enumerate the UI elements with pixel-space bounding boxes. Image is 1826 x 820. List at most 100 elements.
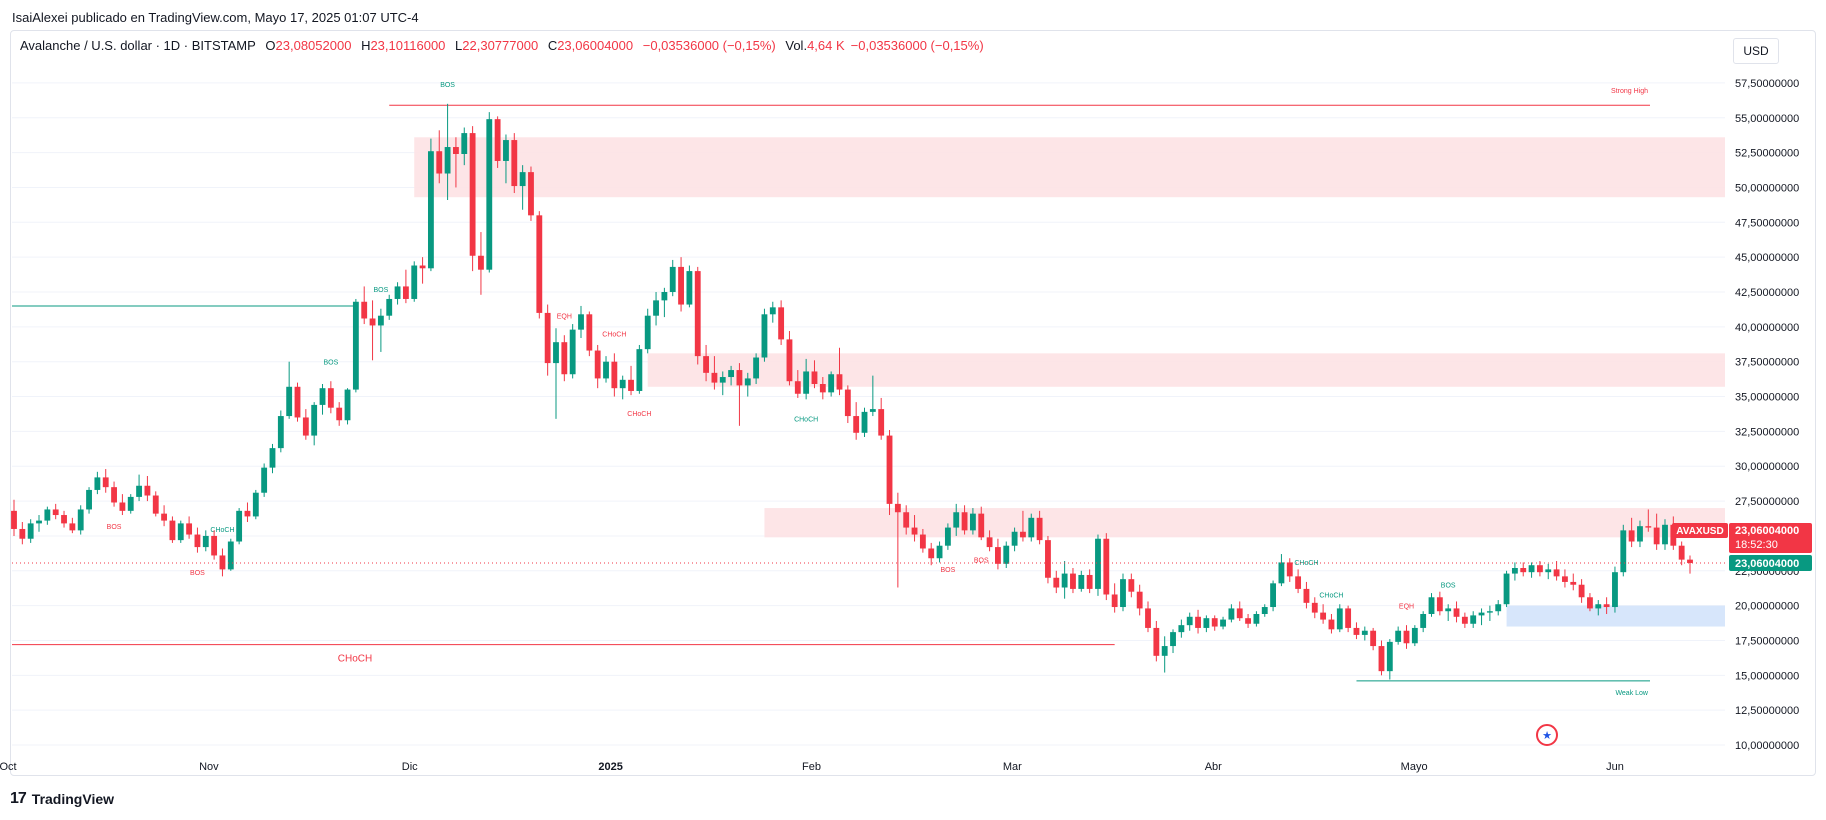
- candle-body[interactable]: [1220, 619, 1226, 627]
- candle-body[interactable]: [1128, 579, 1135, 592]
- candle-body[interactable]: [194, 534, 201, 548]
- candle-body[interactable]: [19, 528, 26, 539]
- candle-body[interactable]: [586, 314, 593, 351]
- candle-body[interactable]: [686, 271, 693, 305]
- tradingview-logo[interactable]: 17 TradingView: [10, 790, 114, 808]
- candle-body[interactable]: [1011, 531, 1018, 546]
- candle-body[interactable]: [236, 510, 243, 542]
- candle-body[interactable]: [769, 307, 776, 315]
- candle-body[interactable]: [653, 300, 659, 316]
- candle-body[interactable]: [678, 266, 684, 305]
- candle-body[interactable]: [269, 448, 276, 468]
- candle-body[interactable]: [1195, 616, 1201, 628]
- candle-body[interactable]: [27, 523, 34, 539]
- candle-body[interactable]: [995, 547, 1001, 564]
- candle-body[interactable]: [569, 329, 576, 375]
- candle-body[interactable]: [1445, 608, 1452, 612]
- candle-body[interactable]: [1278, 562, 1285, 584]
- candle-body[interactable]: [894, 503, 901, 513]
- candle-body[interactable]: [1386, 641, 1393, 672]
- candle-body[interactable]: [1545, 569, 1552, 573]
- candle-body[interactable]: [386, 298, 393, 316]
- candle-body[interactable]: [1562, 576, 1568, 582]
- candle-body[interactable]: [1270, 583, 1277, 608]
- candle-body[interactable]: [169, 520, 176, 541]
- candle-body[interactable]: [1203, 618, 1210, 628]
- candle-body[interactable]: [544, 312, 551, 364]
- candle-body[interactable]: [869, 409, 876, 412]
- candle-body[interactable]: [1570, 581, 1577, 585]
- candle-body[interactable]: [1403, 630, 1410, 644]
- candle-body[interactable]: [286, 386, 293, 417]
- candle-body[interactable]: [494, 119, 501, 161]
- candle-body[interactable]: [478, 255, 484, 270]
- candle-body[interactable]: [594, 350, 601, 379]
- candle-body[interactable]: [1070, 573, 1076, 589]
- candle-body[interactable]: [944, 527, 951, 546]
- candle-body[interactable]: [1228, 608, 1235, 620]
- candle-body[interactable]: [461, 133, 468, 154]
- candle-body[interactable]: [1436, 597, 1443, 612]
- candle-body[interactable]: [711, 372, 718, 383]
- candle-body[interactable]: [1120, 579, 1126, 608]
- candle-body[interactable]: [836, 374, 843, 390]
- candle-body[interactable]: [661, 292, 668, 301]
- candle-body[interactable]: [1345, 608, 1352, 628]
- candle-body[interactable]: [528, 172, 534, 216]
- candle-body[interactable]: [1211, 618, 1218, 627]
- candle-body[interactable]: [619, 379, 626, 389]
- candle-body[interactable]: [828, 374, 835, 393]
- candle-body[interactable]: [1653, 527, 1660, 545]
- candle-body[interactable]: [519, 172, 526, 187]
- candle-body[interactable]: [86, 489, 92, 510]
- candle-body[interactable]: [953, 512, 960, 528]
- candle-body[interactable]: [1045, 540, 1051, 578]
- candle-body[interactable]: [1145, 608, 1151, 628]
- candle-body[interactable]: [844, 389, 851, 417]
- candle-body[interactable]: [294, 386, 301, 418]
- candle-body[interactable]: [161, 513, 168, 521]
- candle-body[interactable]: [1186, 616, 1193, 626]
- currency-button[interactable]: USD: [1733, 38, 1779, 64]
- candle-body[interactable]: [1470, 615, 1477, 624]
- candle-body[interactable]: [744, 378, 751, 386]
- candle-body[interactable]: [1595, 604, 1602, 609]
- candle-body[interactable]: [1320, 612, 1327, 620]
- candle-body[interactable]: [1612, 572, 1618, 608]
- candle-body[interactable]: [1086, 574, 1093, 589]
- candle-body[interactable]: [903, 512, 910, 528]
- us-flag-icon[interactable]: ★: [1536, 724, 1558, 746]
- candle-body[interactable]: [794, 381, 801, 394]
- candle-body[interactable]: [811, 371, 818, 384]
- candle-body[interactable]: [936, 545, 943, 559]
- candle-body[interactable]: [1003, 545, 1010, 564]
- candle-body[interactable]: [252, 492, 259, 517]
- candle-body[interactable]: [1253, 614, 1260, 624]
- candle-body[interactable]: [886, 435, 893, 504]
- candle-body[interactable]: [327, 388, 334, 408]
- candle-body[interactable]: [1361, 630, 1368, 635]
- candle-body[interactable]: [628, 379, 634, 391]
- candle-body[interactable]: [486, 119, 493, 270]
- candle-body[interactable]: [1687, 559, 1693, 563]
- candle-body[interactable]: [1578, 584, 1585, 598]
- candle-body[interactable]: [1170, 632, 1176, 647]
- candle-body[interactable]: [669, 266, 676, 292]
- candle-body[interactable]: [503, 140, 509, 161]
- symbol-title[interactable]: Avalanche / U.S. dollar · 1D · BITSTAMP: [20, 38, 256, 53]
- candle-body[interactable]: [1486, 611, 1493, 613]
- candle-body[interactable]: [753, 357, 760, 379]
- candle-body[interactable]: [111, 487, 117, 503]
- candle-body[interactable]: [44, 509, 51, 521]
- candle-body[interactable]: [1178, 625, 1185, 633]
- candle-body[interactable]: [878, 409, 885, 436]
- candle-body[interactable]: [36, 520, 42, 524]
- candle-body[interactable]: [94, 477, 101, 490]
- candle-body[interactable]: [1311, 602, 1318, 613]
- candle-body[interactable]: [394, 286, 401, 299]
- candle-body[interactable]: [144, 485, 151, 496]
- candle-body[interactable]: [52, 509, 59, 516]
- candle-body[interactable]: [644, 315, 651, 350]
- candle-body[interactable]: [1370, 630, 1377, 647]
- candle-body[interactable]: [1328, 619, 1335, 630]
